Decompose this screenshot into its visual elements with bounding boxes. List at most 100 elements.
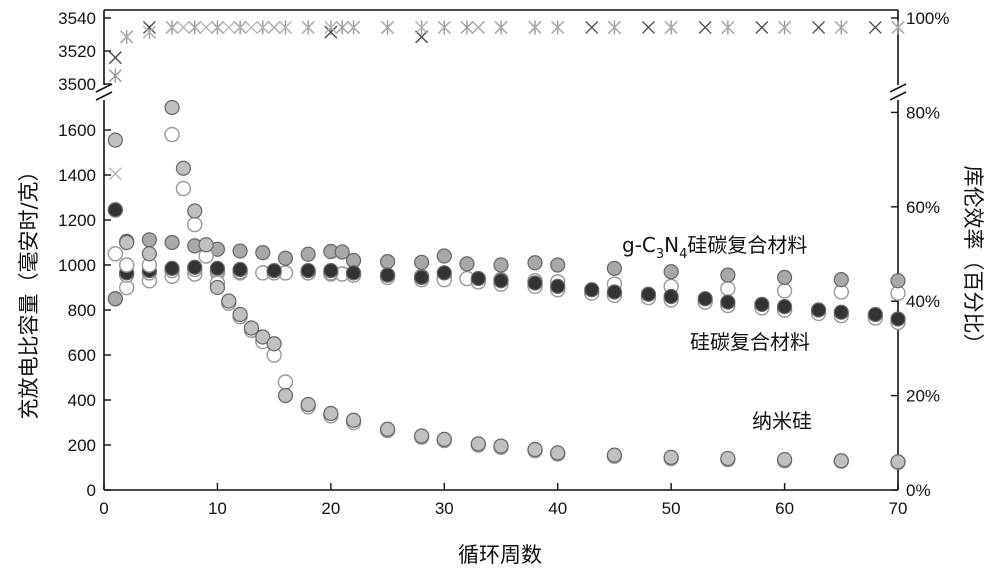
ce-point — [415, 30, 429, 44]
charge-point — [255, 245, 271, 261]
charge-point — [107, 202, 123, 218]
series-0 — [107, 20, 906, 307]
discharge-point — [187, 216, 203, 233]
charge-point — [345, 265, 362, 281]
y2-tick-label: 20% — [906, 387, 940, 406]
charge-point — [187, 259, 203, 275]
charge-point — [323, 263, 339, 279]
ce-point — [176, 20, 190, 34]
ce-point — [142, 25, 156, 39]
charge-point — [107, 132, 123, 148]
y-tick-label: 3540 — [58, 9, 96, 28]
charge-point — [833, 272, 849, 288]
ce-point — [165, 20, 179, 34]
charge-point — [527, 255, 543, 271]
charge-point — [175, 160, 191, 176]
ce-point — [607, 20, 621, 34]
y-tick-label: 200 — [68, 436, 96, 455]
ce-point — [199, 20, 213, 34]
charge-point — [720, 267, 736, 283]
ce-point — [437, 20, 451, 34]
ce-point — [721, 20, 735, 34]
ce-point — [834, 20, 848, 34]
x-tick-label: 40 — [548, 499, 567, 518]
ce-point — [381, 20, 395, 34]
y2-axis-title: 库伦效率（百分比） — [961, 166, 985, 355]
charge-point — [776, 299, 793, 315]
charge-point — [754, 296, 770, 312]
charge-point — [776, 452, 793, 468]
charge-point — [720, 450, 736, 467]
charge-point — [277, 250, 294, 266]
x-tick-label: 20 — [321, 499, 340, 518]
x-tick-label: 10 — [208, 499, 227, 518]
charge-point — [300, 246, 316, 262]
ce-point — [698, 20, 712, 34]
ce-point — [324, 25, 338, 39]
charge-point — [164, 99, 180, 116]
charge-point — [493, 273, 509, 289]
charge-point — [663, 288, 679, 305]
discharge-point — [720, 280, 736, 297]
ce-point — [551, 20, 565, 34]
charge-point — [527, 441, 543, 458]
charge-point — [436, 431, 452, 447]
y-axis-title: 充放电比容量（毫安时/克） — [17, 160, 41, 419]
charge-point — [890, 273, 906, 289]
y2-tick-label: 80% — [906, 103, 940, 122]
ce-point — [108, 51, 122, 65]
charge-point — [890, 454, 906, 470]
charge-point — [221, 293, 237, 309]
y-tick-label: 1400 — [58, 166, 96, 185]
y-axis-ticks: 0 200 400 600 800 1000 1200 1400 1600 3500 3520 354… — [58, 9, 111, 500]
ce-point — [142, 20, 156, 34]
charge-point — [414, 428, 430, 444]
charge-point — [550, 257, 566, 273]
charge-point — [436, 248, 452, 264]
y2-tick-label: 40% — [906, 292, 940, 311]
charge-point — [663, 449, 679, 465]
annotation-nanosi: 纳米硅 — [752, 409, 812, 433]
charge-point — [606, 260, 623, 276]
charge-point — [470, 436, 486, 452]
charge-point — [640, 286, 657, 302]
ce-point — [664, 20, 678, 34]
charge-point — [323, 405, 339, 422]
charge-point — [527, 275, 543, 291]
discharge-point — [277, 374, 294, 390]
ce-point — [188, 20, 202, 34]
charge-point — [833, 453, 849, 469]
y-tick-label: 3500 — [58, 75, 96, 94]
y-tick-label: 1600 — [58, 121, 96, 140]
ce-point — [267, 20, 281, 34]
right-axis-break — [889, 83, 907, 101]
charge-point — [141, 246, 157, 262]
charge-point — [379, 421, 396, 437]
charge-point — [243, 320, 260, 336]
annotation-gc3n4: g-C3N4硅碳复合材料 — [622, 233, 807, 262]
charge-point — [833, 304, 849, 320]
charge-point — [209, 260, 226, 276]
discharge-point — [107, 246, 124, 262]
series-marks — [107, 20, 906, 471]
ce-point — [585, 20, 599, 34]
discharge-point — [776, 283, 793, 299]
x-axis-title: 循环周数 — [458, 543, 542, 567]
charge-point — [663, 264, 679, 280]
x-axis-ticks: 0 10 20 30 40 50 60 70 — [99, 483, 907, 518]
charge-point — [164, 260, 180, 276]
x-tick-label: 60 — [775, 499, 794, 518]
charge-point — [232, 243, 248, 259]
ce-point — [891, 20, 905, 34]
charge-point — [697, 291, 713, 307]
ce-point — [868, 20, 882, 34]
charge-point — [470, 270, 486, 287]
ce-point — [494, 20, 508, 34]
charge-point — [414, 254, 430, 270]
ce-point — [233, 20, 247, 34]
charge-point — [300, 263, 316, 279]
charge-point — [334, 244, 350, 260]
x-tick-label: 30 — [435, 499, 454, 518]
y2-tick-label: 100% — [906, 9, 949, 28]
ce-point — [641, 20, 655, 34]
